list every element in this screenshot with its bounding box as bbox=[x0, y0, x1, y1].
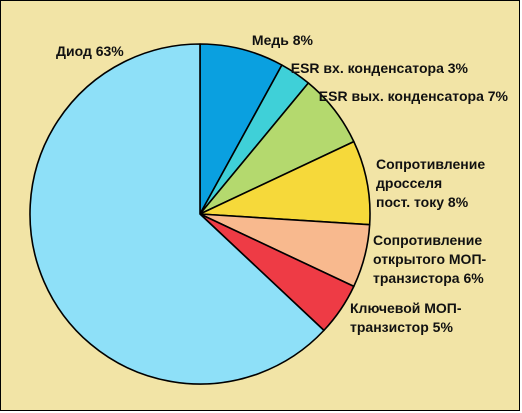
slice-label-line: Сопротивление bbox=[376, 156, 485, 172]
slice-label-line: Сопротивление bbox=[373, 232, 482, 248]
pie-slices bbox=[29, 43, 371, 385]
pie-slice bbox=[29, 43, 325, 385]
slice-label: Ключевой МОП-транзистор 5% bbox=[350, 300, 462, 335]
slice-label: ESR вых. конденсатора 7% bbox=[319, 88, 509, 104]
slice-label-line: Медь 8% bbox=[252, 32, 314, 48]
slice-label-line: транзистора 6% bbox=[373, 270, 484, 286]
slice-label: Сопротивление открытого МОП-транзистора 6… bbox=[373, 232, 487, 286]
pie-labels: Медь 8% ESR вх. конденсатора 3% ESR вых. к… bbox=[56, 32, 509, 335]
slice-label-line: ESR вх. конденсатора 3% bbox=[291, 60, 469, 76]
slice-label: Диод 63% bbox=[56, 43, 124, 59]
slice-label: Медь 8% bbox=[252, 32, 314, 48]
slice-label-line: транзистор 5% bbox=[350, 319, 453, 335]
slice-label: Сопротивление дросселя пост. току 8% bbox=[376, 156, 485, 210]
slice-label: ESR вх. конденсатора 3% bbox=[291, 60, 469, 76]
slice-label-line: пост. току 8% bbox=[376, 194, 469, 210]
slice-label-line: открытого МОП- bbox=[373, 251, 487, 267]
slice-label-line: ESR вых. конденсатора 7% bbox=[319, 88, 509, 104]
slice-label-line: дросселя bbox=[376, 175, 442, 191]
slice-label-line: Ключевой МОП- bbox=[350, 300, 462, 316]
slice-label-line: Диод 63% bbox=[56, 43, 124, 59]
